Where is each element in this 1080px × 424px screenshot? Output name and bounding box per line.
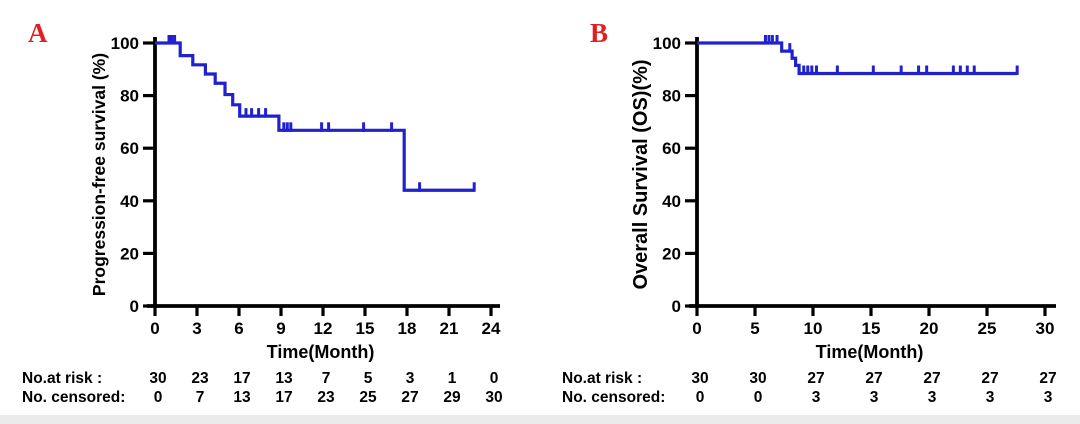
risk-value: 30 [149, 370, 166, 387]
risk-value: 13 [275, 370, 293, 387]
y-axis-title: Progression-free survival (%) [89, 53, 109, 296]
panel-a: A 0 20 40 60 80 100 0 3 6 9 12 15 18 21 24 Time(Month) Pr… [22, 18, 503, 406]
risk-value: 0 [154, 389, 163, 406]
risk-value: 30 [485, 389, 502, 406]
risk-value: 27 [981, 370, 998, 387]
panel-label: B [590, 18, 608, 48]
risk-row-label: No.at risk : [562, 370, 642, 387]
risk-value: 3 [406, 370, 415, 387]
x-tick-label: 30 [1036, 319, 1055, 338]
x-tick-label: 10 [804, 319, 823, 338]
km-curve [155, 41, 475, 192]
risk-value: 27 [865, 370, 882, 387]
risk-row-label: No.at risk : [22, 370, 102, 387]
y-tick-label: 20 [120, 244, 139, 263]
risk-value: 0 [754, 389, 763, 406]
risk-row-label: No. censored: [22, 389, 125, 406]
km-curve [697, 41, 1018, 76]
risk-value: 3 [870, 389, 879, 406]
risk-value: 0 [696, 389, 705, 406]
risk-value: 17 [275, 389, 292, 406]
x-tick-label: 15 [862, 319, 881, 338]
x-tick-label: 0 [692, 319, 701, 338]
risk-value: 3 [986, 389, 995, 406]
x-tick-label: 24 [482, 319, 501, 338]
y-tick-label: 100 [653, 34, 681, 53]
risk-value: 3 [1044, 389, 1053, 406]
risk-value: 7 [322, 370, 331, 387]
y-tick-label: 80 [662, 87, 681, 106]
bottom-strip [0, 415, 1080, 424]
x-tick-label: 15 [356, 319, 375, 338]
risk-value: 25 [359, 389, 377, 406]
risk-row-label: No. censored: [562, 389, 665, 406]
x-tick-label: 20 [920, 319, 939, 338]
risk-value: 30 [749, 370, 766, 387]
risk-value: 23 [191, 370, 209, 387]
risk-value: 3 [928, 389, 937, 406]
risk-value: 17 [233, 370, 250, 387]
y-tick-label: 40 [662, 192, 681, 211]
x-tick-label: 5 [750, 319, 759, 338]
x-tick-label: 3 [192, 319, 201, 338]
risk-value: 7 [196, 389, 205, 406]
risk-value: 27 [807, 370, 824, 387]
x-tick-label: 0 [150, 319, 159, 338]
y-tick-label: 80 [120, 87, 139, 106]
risk-value: 27 [401, 389, 418, 406]
risk-value: 27 [1039, 370, 1056, 387]
panel-b: B 0 20 40 60 80 100 0 5 10 15 20 25 30 Time(Month) Over… [540, 0, 1080, 424]
x-tick-label: 25 [978, 319, 997, 338]
y-axis-title: Overall Survival (OS)(%) [630, 59, 652, 289]
x-tick-label: 9 [276, 319, 285, 338]
risk-value: 29 [443, 389, 461, 406]
risk-value: 0 [490, 370, 499, 387]
y-tick-label: 100 [111, 34, 139, 53]
y-tick-label: 0 [130, 297, 139, 316]
x-tick-label: 18 [398, 319, 417, 338]
risk-value: 30 [691, 370, 708, 387]
y-tick-label: 40 [120, 192, 139, 211]
x-tick-label: 21 [440, 319, 459, 338]
risk-value: 5 [364, 370, 373, 387]
risk-value: 13 [233, 389, 251, 406]
risk-value: 27 [923, 370, 940, 387]
x-axis-title: Time(Month) [816, 342, 924, 362]
panel-label: A [28, 18, 48, 48]
y-tick-label: 60 [662, 139, 681, 158]
x-tick-label: 12 [314, 319, 333, 338]
risk-value: 23 [317, 389, 335, 406]
risk-value: 3 [812, 389, 821, 406]
y-tick-label: 60 [120, 139, 139, 158]
x-axis-title: Time(Month) [267, 342, 375, 362]
risk-value: 1 [448, 370, 457, 387]
x-tick-label: 6 [234, 319, 243, 338]
y-tick-label: 0 [672, 297, 681, 316]
y-tick-label: 20 [662, 244, 681, 263]
